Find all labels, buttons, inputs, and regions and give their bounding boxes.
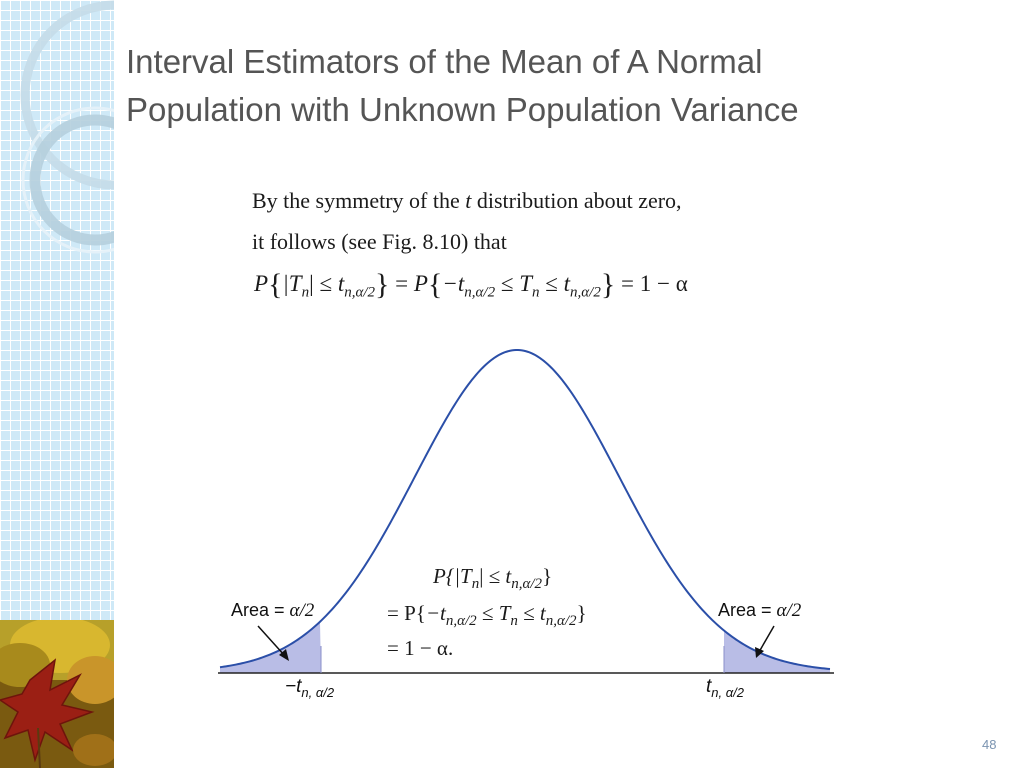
eq-brace-open-2: { — [427, 268, 443, 301]
eq-le-2: ≤ — [495, 271, 520, 296]
area-label-left: Area = α/2 — [231, 600, 314, 622]
intro-text-part: distribution about zero, — [471, 188, 682, 213]
probability-equation: P{|Tn| ≤ tn,α/2} = P{−tn,α/2 ≤ Tn ≤ tn,α… — [254, 268, 688, 302]
slide-title: Interval Estimators of the Mean of A Nor… — [126, 38, 986, 134]
tick-left-sub: n, α/2 — [301, 684, 335, 700]
eq-sub-t-3: n,α/2 — [570, 284, 601, 301]
ceq2-open: = P{ — [387, 601, 426, 625]
right-tail-area — [724, 630, 830, 673]
title-line-1: Interval Estimators of the Mean of A Nor… — [126, 43, 763, 80]
area-right-word: Area — [718, 600, 757, 620]
tick-left-t: −t — [285, 676, 302, 697]
eq-bar: | — [309, 271, 314, 296]
ceq1-sub-n: n — [471, 576, 480, 593]
ceq2-le2: ≤ — [517, 601, 540, 625]
decorative-rings — [20, 0, 114, 254]
ceq1-mid: | ≤ — [479, 564, 506, 588]
ceq1-t: t — [505, 564, 512, 588]
eq-brace-open: { — [268, 268, 283, 301]
intro-text-line-1: By the symmetry of the t distribution ab… — [252, 188, 682, 214]
eq-t: t — [337, 271, 345, 296]
eq-equals-2: = — [615, 271, 640, 296]
ceq1-close: } — [542, 564, 553, 588]
eq-P: P — [254, 271, 269, 296]
eq-T: T — [519, 271, 533, 296]
curve-equation-line-2: = P{−tn,α/2 ≤ Tn ≤ tn,α/2} — [387, 601, 587, 630]
curve-equation-line-1: P{|Tn| ≤ tn,α/2} — [433, 564, 552, 593]
autumn-leaves-image — [0, 620, 114, 768]
bell-curve — [219, 349, 831, 671]
ceq2-le1: ≤ — [476, 601, 499, 625]
eq-abs-T: |T — [282, 271, 302, 296]
ceq1-sub: n,α/2 — [511, 576, 543, 593]
intro-text-line-2: it follows (see Fig. 8.10) that — [252, 229, 507, 254]
eq-le-3: ≤ — [539, 271, 564, 296]
right-area-arrow — [755, 625, 775, 658]
ceq1-open: P{| — [433, 564, 460, 588]
eq-t-2: t — [563, 271, 571, 296]
area-right-eq: = — [756, 600, 777, 620]
ceq2-close: } — [576, 601, 587, 625]
eq-P-2: P — [413, 271, 428, 296]
page-number: 48 — [982, 737, 997, 752]
eq-sub-t-2: n,α/2 — [464, 284, 496, 301]
intro-t-symbol: t — [465, 188, 472, 213]
area-left-word: Area — [231, 600, 270, 620]
tick-right-sub: n, α/2 — [711, 684, 744, 700]
eq-minus-t: −t — [442, 271, 465, 296]
left-tail-area — [220, 621, 321, 673]
area-left-eq: = — [269, 600, 290, 620]
ceq2-sub1: n,α/2 — [445, 613, 477, 630]
ceq2-T: T — [498, 601, 511, 625]
eq-sub-n: n — [301, 284, 310, 301]
left-area-arrow — [257, 625, 289, 661]
area-left-alpha: α/2 — [289, 600, 315, 621]
title-line-2: Population with Unknown Population Varia… — [126, 91, 799, 128]
eq-le: ≤ — [313, 271, 338, 296]
curve-equation-line-3: = 1 − α. — [387, 636, 454, 660]
ceq1-T: T — [460, 564, 472, 588]
ceq2-sub2: n,α/2 — [545, 613, 577, 630]
area-right-alpha: α/2 — [776, 600, 802, 621]
eq-sub-t: n,α/2 — [344, 284, 376, 301]
ceq2-sub-n: n — [510, 613, 518, 630]
area-label-right: Area = α/2 — [718, 600, 801, 622]
tick-right-t: t — [706, 676, 712, 697]
eq-brace-close-2: } — [600, 268, 616, 301]
ceq2-t: t — [539, 601, 546, 625]
tick-label-right: tn, α/2 — [706, 676, 744, 700]
eq-brace-close: } — [375, 268, 390, 301]
eq-one-minus-alpha: 1 − α — [639, 271, 688, 296]
tick-label-left: −tn, α/2 — [285, 676, 334, 700]
eq-sub-n-2: n — [532, 284, 540, 301]
ceq2-minus-t: −t — [425, 601, 446, 625]
intro-text-part: By the symmetry of the — [252, 188, 466, 213]
eq-equals: = — [389, 271, 414, 296]
side-decoration — [0, 0, 114, 768]
